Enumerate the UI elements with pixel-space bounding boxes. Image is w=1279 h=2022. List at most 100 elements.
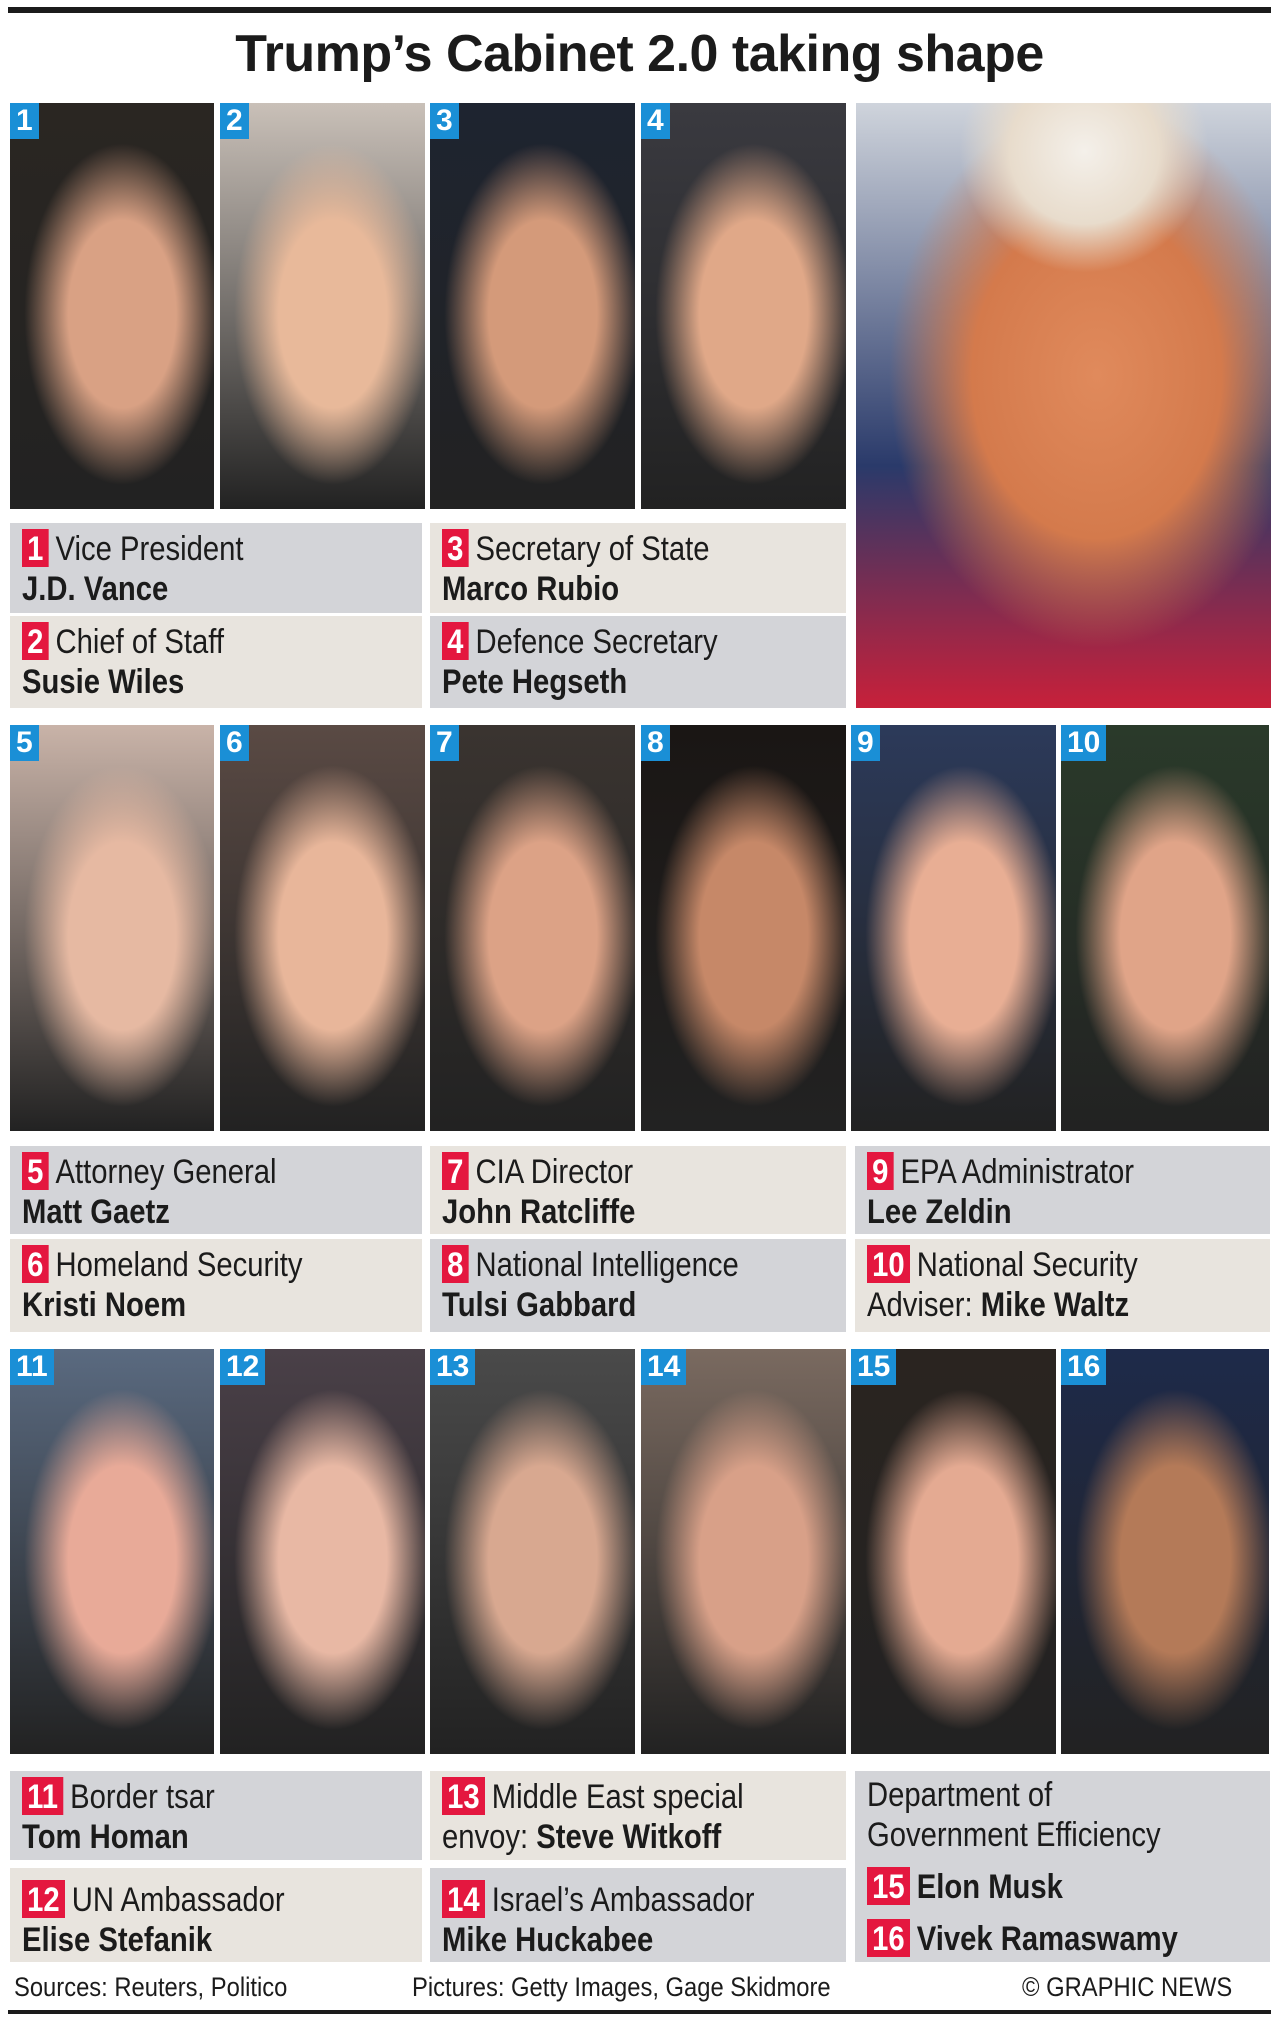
role: UN Ambassador (71, 1881, 285, 1919)
person-name: Mike Waltz (980, 1286, 1130, 1324)
role: Defence Secretary (475, 623, 718, 661)
photo-number-badge: 3 (430, 103, 459, 139)
photo-number-badge: 15 (851, 1349, 897, 1385)
graphic-news-credit: © GRAPHIC NEWS (1022, 1972, 1233, 2002)
label-2: 2 Chief of Staff Susie Wiles (10, 616, 422, 708)
label-12: 12 UN Ambassador Elise Stefanik (10, 1868, 422, 1962)
photo-number-badge: 12 (220, 1349, 266, 1385)
photo-number-badge: 13 (430, 1349, 476, 1385)
photo-donald-trump (856, 103, 1271, 708)
person-name: Lee Zeldin (867, 1193, 1012, 1231)
photo-number-badge: 14 (641, 1349, 687, 1385)
number-badge: 16 (867, 1919, 910, 1958)
role: Israel’s Ambassador (491, 1881, 755, 1919)
doge-heading-line1: Department of (867, 1776, 1053, 1814)
pictures-credit: Pictures: Getty Images, Gage Skidmore (412, 1972, 831, 2002)
photo-elise-stefanik: 12 (220, 1349, 425, 1754)
photo-marco-rubio: 3 (430, 103, 635, 509)
label-6: 6 Homeland Security Kristi Noem (10, 1239, 422, 1332)
photo-number-badge: 7 (430, 725, 459, 761)
bottom-rule (8, 2010, 1271, 2014)
role: Secretary of State (475, 530, 710, 568)
role: Middle East special (491, 1778, 744, 1816)
photo-susie-wiles: 2 (220, 103, 425, 509)
photo-number-badge: 4 (641, 103, 670, 139)
person-name: Tulsi Gabbard (442, 1286, 637, 1324)
label-4: 4 Defence Secretary Pete Hegseth (430, 616, 846, 708)
role: National Security (916, 1246, 1138, 1284)
number-badge: 11 (22, 1777, 64, 1816)
label-13: 13 Middle East special envoy: Steve Witko… (430, 1771, 846, 1860)
number-badge: 7 (442, 1152, 469, 1191)
doge-heading-line2: Government Efficiency (867, 1816, 1161, 1854)
person-name: Steve Witkoff (536, 1818, 722, 1856)
role-continued: envoy: (442, 1818, 529, 1856)
person-name: Matt Gaetz (22, 1193, 170, 1231)
photo-number-badge: 1 (10, 103, 39, 139)
person-name: Elon Musk (916, 1868, 1063, 1906)
label-doge: Department of Government Efficiency 15 El… (855, 1771, 1270, 1962)
number-badge: 15 (867, 1867, 910, 1906)
number-badge: 6 (22, 1245, 49, 1284)
photo-j-d-vance: 1 (10, 103, 214, 509)
photo-number-badge: 2 (220, 103, 249, 139)
person-name: Kristi Noem (22, 1286, 187, 1324)
top-rule (8, 7, 1271, 13)
number-badge: 1 (22, 529, 49, 568)
photo-steve-witkoff: 13 (430, 1349, 635, 1754)
number-badge: 8 (442, 1245, 469, 1284)
role: National Intelligence (475, 1246, 739, 1284)
role: Chief of Staff (55, 623, 224, 661)
photo-number-badge: 10 (1061, 725, 1107, 761)
photo-number-badge: 5 (10, 725, 39, 761)
number-badge: 10 (867, 1245, 910, 1284)
photo-tom-homan: 11 (10, 1349, 214, 1754)
person-name: Mike Huckabee (442, 1921, 654, 1959)
label-11: 11 Border tsar Tom Homan (10, 1771, 422, 1860)
role: EPA Administrator (900, 1153, 1134, 1191)
photo-tulsi-gabbard: 8 (641, 725, 846, 1131)
photo-lee-zeldin: 9 (851, 725, 1056, 1131)
label-10: 10 National Security Adviser: Mike Waltz (855, 1239, 1270, 1332)
role: Vice President (55, 530, 244, 568)
photo-number-badge: 16 (1061, 1349, 1107, 1385)
number-badge: 12 (22, 1880, 65, 1919)
sources-note: Sources: Reuters, Politico (14, 1972, 288, 2002)
photo-elon-musk: 15 (851, 1349, 1056, 1754)
label-9: 9 EPA Administrator Lee Zeldin (855, 1146, 1270, 1234)
photo-number-badge: 8 (641, 725, 670, 761)
photo-number-badge: 6 (220, 725, 249, 761)
label-3: 3 Secretary of State Marco Rubio (430, 523, 846, 613)
page-title: Trump’s Cabinet 2.0 taking shape (235, 25, 1044, 83)
label-1: 1 Vice President J.D. Vance (10, 523, 422, 613)
number-badge: 14 (442, 1880, 485, 1919)
person-name: Marco Rubio (442, 570, 620, 608)
photo-number-badge: 9 (851, 725, 880, 761)
label-8: 8 National Intelligence Tulsi Gabbard (430, 1239, 846, 1332)
label-7: 7 CIA Director John Ratcliffe (430, 1146, 846, 1234)
role: Attorney General (55, 1153, 277, 1191)
photo-mike-huckabee: 14 (641, 1349, 846, 1754)
photo-kristi-noem: 6 (220, 725, 425, 1131)
role: CIA Director (475, 1153, 634, 1191)
person-name: Elise Stefanik (22, 1921, 213, 1959)
person-name: Pete Hegseth (442, 663, 628, 701)
number-badge: 5 (22, 1152, 49, 1191)
photo-number-badge: 11 (10, 1349, 54, 1385)
photo-pete-hegseth: 4 (641, 103, 846, 509)
label-5: 5 Attorney General Matt Gaetz (10, 1146, 422, 1234)
photo-vivek-ramaswamy: 16 (1061, 1349, 1269, 1754)
number-badge: 2 (22, 622, 49, 661)
role-continued: Adviser: (867, 1286, 973, 1324)
role: Homeland Security (55, 1246, 303, 1284)
person-name: John Ratcliffe (442, 1193, 636, 1231)
photo-mike-waltz: 10 (1061, 725, 1269, 1131)
person-name: Susie Wiles (22, 663, 185, 701)
photo-john-ratcliffe: 7 (430, 725, 635, 1131)
number-badge: 3 (442, 529, 469, 568)
number-badge: 4 (442, 622, 469, 661)
photo-matt-gaetz: 5 (10, 725, 214, 1131)
person-name: J.D. Vance (22, 570, 169, 608)
role: Border tsar (70, 1778, 215, 1816)
label-14: 14 Israel’s Ambassador Mike Huckabee (430, 1868, 846, 1962)
